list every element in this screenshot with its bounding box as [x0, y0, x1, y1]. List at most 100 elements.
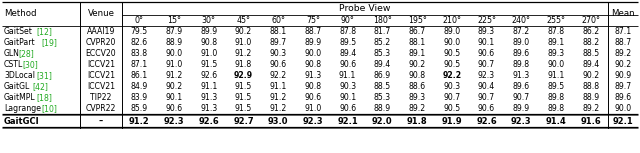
- Text: 90.3: 90.3: [444, 82, 460, 91]
- Text: 89.0: 89.0: [513, 38, 530, 47]
- Text: 86.1: 86.1: [131, 71, 148, 80]
- Text: Method: Method: [4, 9, 36, 19]
- Text: CSTL: CSTL: [4, 60, 23, 69]
- Text: 90.2: 90.2: [235, 27, 252, 36]
- Text: 90.2: 90.2: [408, 60, 426, 69]
- Text: 91.8: 91.8: [407, 117, 428, 125]
- Text: 45°: 45°: [237, 16, 250, 25]
- Text: 88.6: 88.6: [408, 82, 426, 91]
- Text: 91.1: 91.1: [269, 82, 287, 91]
- Text: GaitGCI: GaitGCI: [4, 117, 40, 125]
- Text: 85.3: 85.3: [374, 49, 391, 58]
- Text: 88.7: 88.7: [305, 27, 321, 36]
- Text: AAAI19: AAAI19: [87, 27, 115, 36]
- Text: 89.4: 89.4: [582, 60, 599, 69]
- Text: 90.5: 90.5: [444, 49, 460, 58]
- Text: GLN: GLN: [4, 49, 20, 58]
- Text: 210°: 210°: [442, 16, 461, 25]
- Text: 90.2: 90.2: [166, 82, 182, 91]
- Text: 85.9: 85.9: [131, 104, 148, 113]
- Text: 90.8: 90.8: [408, 71, 426, 80]
- Text: 91.8: 91.8: [235, 60, 252, 69]
- Text: 88.9: 88.9: [582, 93, 599, 103]
- Text: 90.2: 90.2: [614, 60, 632, 69]
- Text: Probe View: Probe View: [339, 4, 391, 13]
- Text: 89.1: 89.1: [408, 49, 426, 58]
- Text: Venue: Venue: [88, 9, 115, 19]
- Text: 90.0: 90.0: [547, 60, 564, 69]
- Text: 91.5: 91.5: [235, 104, 252, 113]
- Text: 88.1: 88.1: [269, 27, 287, 36]
- Text: 90.6: 90.6: [478, 49, 495, 58]
- Text: 88.7: 88.7: [614, 38, 632, 47]
- Text: 92.3: 92.3: [478, 71, 495, 80]
- Text: 83.8: 83.8: [131, 49, 148, 58]
- Text: 240°: 240°: [512, 16, 531, 25]
- Text: 90.6: 90.6: [269, 60, 287, 69]
- Text: [28]: [28]: [18, 49, 34, 58]
- Text: 90.0: 90.0: [444, 38, 460, 47]
- Text: 92.9: 92.9: [234, 71, 253, 80]
- Text: 92.3: 92.3: [511, 117, 532, 125]
- Text: 88.8: 88.8: [582, 82, 599, 91]
- Text: 90.8: 90.8: [305, 82, 321, 91]
- Text: 255°: 255°: [547, 16, 565, 25]
- Text: 90.6: 90.6: [339, 60, 356, 69]
- Text: 91.3: 91.3: [200, 93, 218, 103]
- Text: 75°: 75°: [306, 16, 320, 25]
- Text: 92.2: 92.2: [269, 71, 287, 80]
- Text: 90.6: 90.6: [478, 104, 495, 113]
- Text: 30°: 30°: [202, 16, 216, 25]
- Text: 89.7: 89.7: [614, 82, 632, 91]
- Text: 91.2: 91.2: [269, 104, 287, 113]
- Text: 92.1: 92.1: [612, 117, 634, 125]
- Text: 89.8: 89.8: [547, 104, 564, 113]
- Text: [12]: [12]: [36, 27, 52, 36]
- Text: 90.7: 90.7: [478, 60, 495, 69]
- Text: 91.4: 91.4: [545, 117, 566, 125]
- Text: 91.0: 91.0: [200, 49, 218, 58]
- Text: 92.1: 92.1: [337, 117, 358, 125]
- Text: 90.3: 90.3: [269, 49, 287, 58]
- Text: 87.8: 87.8: [339, 27, 356, 36]
- Text: 88.2: 88.2: [582, 38, 599, 47]
- Text: 92.6: 92.6: [476, 117, 497, 125]
- Text: 90.8: 90.8: [200, 38, 218, 47]
- Text: 88.5: 88.5: [582, 49, 599, 58]
- Text: 93.0: 93.0: [268, 117, 289, 125]
- Text: TIP22: TIP22: [90, 93, 112, 103]
- Text: 90.1: 90.1: [339, 93, 356, 103]
- Text: 91.3: 91.3: [200, 104, 218, 113]
- Text: Mean: Mean: [611, 9, 635, 19]
- Text: 86.7: 86.7: [408, 27, 426, 36]
- Text: 89.3: 89.3: [478, 27, 495, 36]
- Text: 92.7: 92.7: [233, 117, 254, 125]
- Text: 90.4: 90.4: [478, 82, 495, 91]
- Text: 3DLocal: 3DLocal: [4, 71, 35, 80]
- Text: GaitPart: GaitPart: [4, 38, 36, 47]
- Text: 88.9: 88.9: [166, 38, 182, 47]
- Text: 91.9: 91.9: [442, 117, 462, 125]
- Text: 225°: 225°: [477, 16, 496, 25]
- Text: 90.7: 90.7: [444, 93, 460, 103]
- Text: 91.2: 91.2: [235, 49, 252, 58]
- Text: 92.0: 92.0: [372, 117, 393, 125]
- Text: 90.7: 90.7: [513, 93, 530, 103]
- Text: 90.7: 90.7: [478, 93, 495, 103]
- Text: 90.1: 90.1: [478, 38, 495, 47]
- Text: Lagrange: Lagrange: [4, 104, 41, 113]
- Text: 89.3: 89.3: [547, 49, 564, 58]
- Text: ECCV20: ECCV20: [86, 49, 116, 58]
- Text: 91.1: 91.1: [547, 71, 564, 80]
- Text: 90.9: 90.9: [614, 71, 632, 80]
- Text: 86.9: 86.9: [374, 71, 391, 80]
- Text: 87.1: 87.1: [131, 60, 148, 69]
- Text: 89.0: 89.0: [444, 27, 460, 36]
- Text: 90.0: 90.0: [166, 49, 182, 58]
- Text: 91.2: 91.2: [166, 71, 182, 80]
- Text: 91.3: 91.3: [304, 71, 321, 80]
- Text: 89.5: 89.5: [547, 82, 564, 91]
- Text: 15°: 15°: [167, 16, 181, 25]
- Text: ICCV21: ICCV21: [87, 60, 115, 69]
- Text: 195°: 195°: [408, 16, 426, 25]
